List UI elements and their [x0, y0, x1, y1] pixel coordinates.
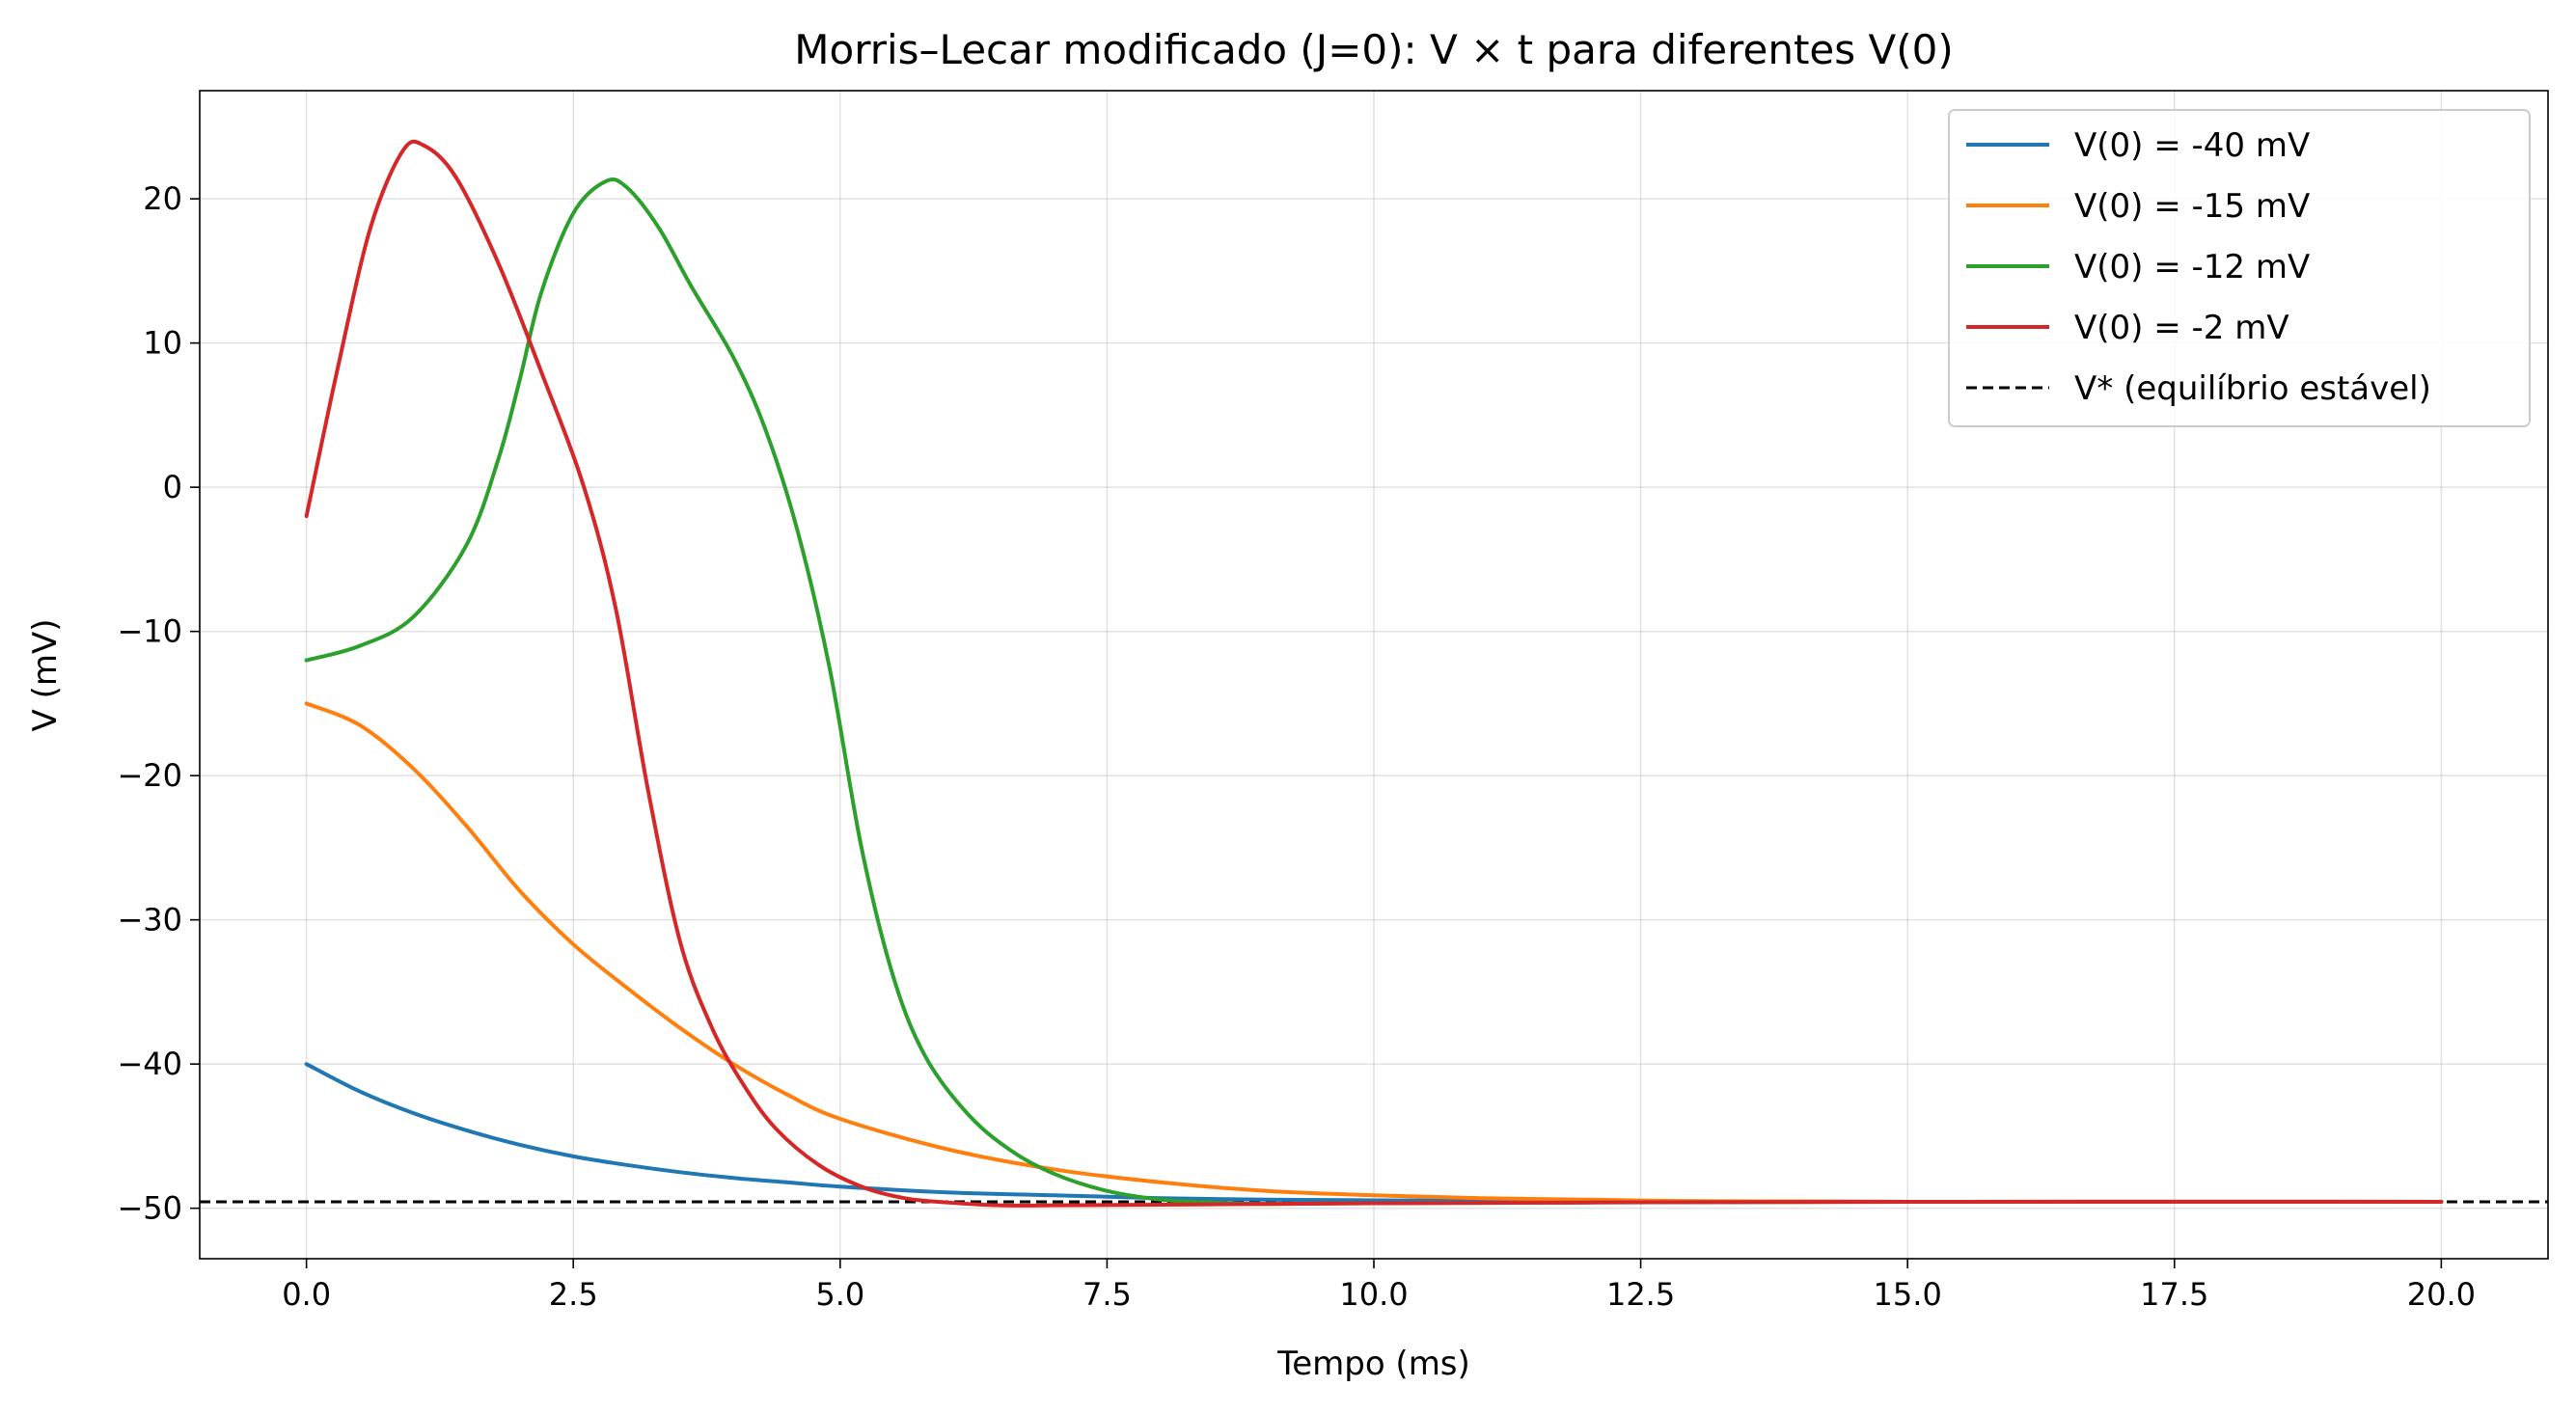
x-tick-label: 0.0 [282, 1276, 331, 1313]
y-tick-label: −10 [117, 613, 182, 650]
series-line-4 [304, 139, 2444, 1208]
x-axis: 0.0 2.5 5.0 7.5 10.0 12.5 15.0 17.5 20.0 [282, 1259, 2476, 1313]
legend-label: V* (equilíbrio estável) [2074, 369, 2431, 408]
plot-area [200, 139, 2548, 1208]
legend-label: V(0) = -40 mV [2074, 126, 2310, 165]
y-axis-label: V (mV) [26, 619, 65, 732]
x-tick-label: 17.5 [2140, 1276, 2208, 1313]
legend-label: V(0) = -12 mV [2074, 248, 2310, 286]
legend-frame [1948, 109, 2531, 427]
legend-label: V(0) = -15 mV [2074, 187, 2310, 226]
x-tick-label: 10.0 [1339, 1276, 1408, 1313]
y-tick-label: 0 [163, 469, 182, 505]
x-tick-label: 15.0 [1874, 1276, 1942, 1313]
x-tick-label: 12.5 [1606, 1276, 1675, 1313]
y-tick-label: −40 [117, 1046, 182, 1082]
x-tick-label: 2.5 [549, 1276, 598, 1313]
x-tick-label: 7.5 [1082, 1276, 1132, 1313]
y-axis: −50 −40 −30 −20 −10 0 10 20 [117, 180, 200, 1227]
y-tick-label: −50 [117, 1190, 182, 1227]
grid [200, 91, 2548, 1259]
y-tick-label: 20 [143, 180, 182, 217]
x-axis-label: Tempo (ms) [1276, 1345, 1470, 1383]
y-tick-label: −30 [117, 902, 182, 938]
chart-title: Morris–Lecar modificado (J=0): V × t par… [794, 26, 1953, 73]
y-tick-label: 10 [143, 325, 182, 362]
legend: V(0) = -40 mV V(0) = -15 mV V(0) = -12 mV V… [1948, 109, 2531, 427]
x-tick-label: 20.0 [2407, 1276, 2476, 1313]
legend-label: V(0) = -2 mV [2074, 309, 2289, 347]
y-tick-label: −20 [117, 757, 182, 794]
x-tick-label: 5.0 [815, 1276, 864, 1313]
